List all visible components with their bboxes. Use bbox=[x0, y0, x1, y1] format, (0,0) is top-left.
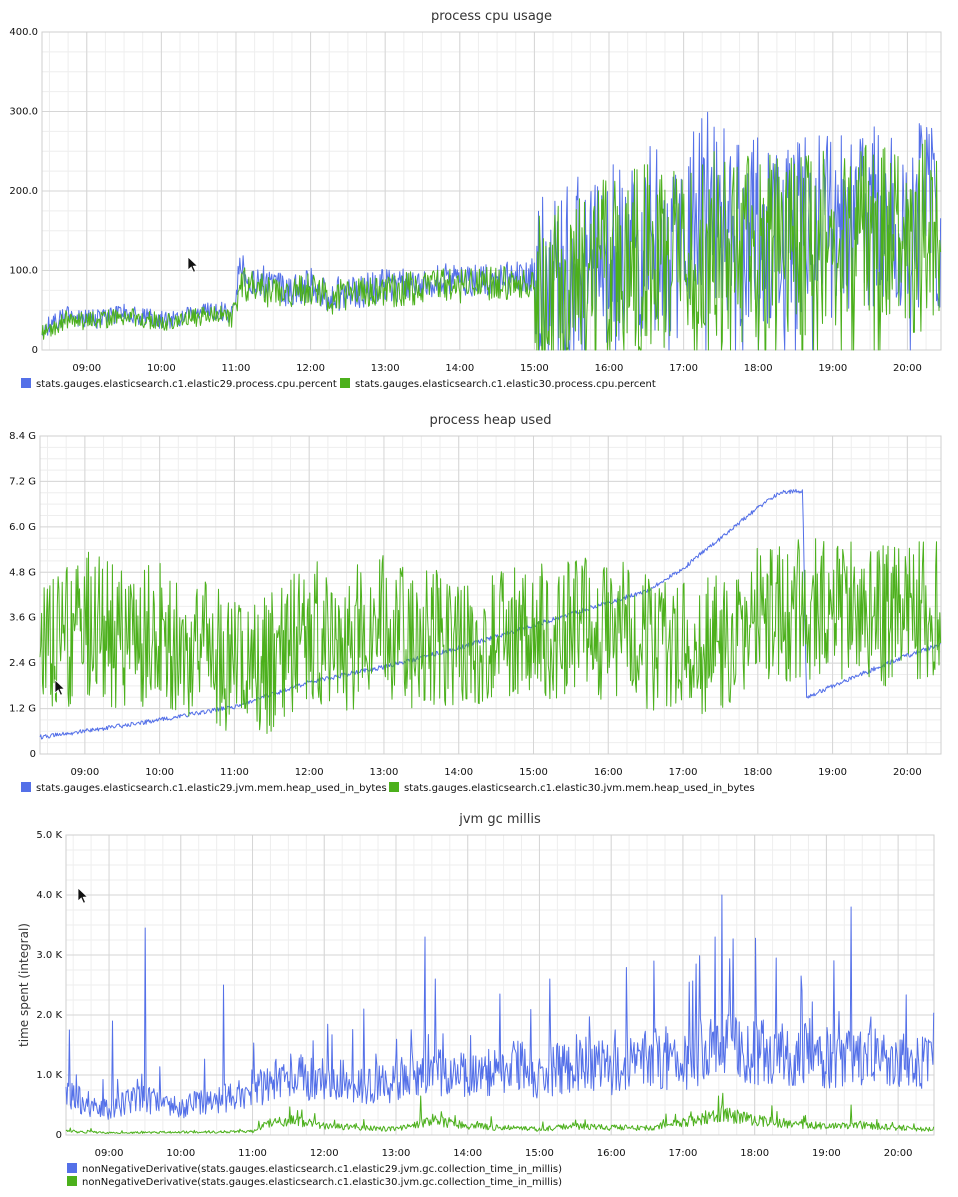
x-tick-label: 16:00 bbox=[594, 767, 623, 778]
series-line-2 bbox=[41, 139, 942, 351]
y-tick-label: 1.2 G bbox=[9, 704, 36, 715]
x-tick-label: 17:00 bbox=[669, 363, 698, 374]
x-tick-label: 11:00 bbox=[222, 363, 251, 374]
plot-frame bbox=[41, 31, 942, 351]
legend-item[interactable]: stats.gauges.elasticsearch.c1.elastic29.… bbox=[21, 378, 337, 390]
x-tick-label: 16:00 bbox=[595, 363, 624, 374]
x-tick-label: 18:00 bbox=[740, 1148, 769, 1159]
legend-item[interactable]: nonNegativeDerivative(stats.gauges.elast… bbox=[67, 1176, 562, 1188]
plot-frame bbox=[65, 834, 935, 1136]
x-tick-label: 15:00 bbox=[520, 363, 549, 374]
y-tick-label: 0 bbox=[32, 345, 38, 356]
x-tick-label: 18:00 bbox=[743, 767, 772, 778]
x-tick-label: 20:00 bbox=[893, 363, 922, 374]
x-tick-label: 16:00 bbox=[597, 1148, 626, 1159]
x-tick-label: 14:00 bbox=[445, 363, 474, 374]
x-tick-label: 13:00 bbox=[382, 1148, 411, 1159]
x-tick-label: 09:00 bbox=[70, 767, 99, 778]
y-tick-label: 1.0 K bbox=[36, 1070, 62, 1081]
legend-label: stats.gauges.elasticsearch.c1.elastic29.… bbox=[36, 783, 387, 794]
x-tick-label: 13:00 bbox=[370, 767, 399, 778]
x-tick-label: 10:00 bbox=[166, 1148, 195, 1159]
x-tick-label: 09:00 bbox=[95, 1148, 124, 1159]
chart-panel-2: process heap used 0 1.2 G 2.4 G 3.6 G 4.8 G 6.… bbox=[9, 413, 942, 794]
mouse-pointer-icon bbox=[54, 679, 66, 696]
y-tick-label: 300.0 bbox=[9, 107, 38, 118]
y-tick-label: 6.0 G bbox=[9, 522, 36, 533]
legend-swatch bbox=[21, 378, 31, 388]
plot-frame bbox=[39, 435, 942, 755]
mouse-pointer-icon bbox=[187, 256, 199, 273]
legend-swatch bbox=[67, 1176, 77, 1186]
x-tick-label: 20:00 bbox=[884, 1148, 913, 1159]
legend-item[interactable]: stats.gauges.elasticsearch.c1.elastic30.… bbox=[340, 378, 656, 390]
x-tick-label: 19:00 bbox=[818, 767, 847, 778]
series-line-1 bbox=[39, 488, 941, 740]
x-tick-label: 13:00 bbox=[371, 363, 400, 374]
y-tick-label: 3.6 G bbox=[9, 613, 36, 624]
legend-label: nonNegativeDerivative(stats.gauges.elast… bbox=[82, 1164, 562, 1175]
legend-label: stats.gauges.elasticsearch.c1.elastic30.… bbox=[355, 379, 656, 390]
x-tick-label: 11:00 bbox=[238, 1148, 267, 1159]
legend-item[interactable]: nonNegativeDerivative(stats.gauges.elast… bbox=[67, 1163, 562, 1175]
y-axis-label: time spent (integral) bbox=[17, 923, 31, 1047]
legend-item[interactable]: stats.gauges.elasticsearch.c1.elastic29.… bbox=[21, 782, 387, 794]
series-line-2 bbox=[65, 1092, 935, 1134]
x-tick-label: 17:00 bbox=[669, 767, 698, 778]
x-tick-label: 12:00 bbox=[295, 767, 324, 778]
x-tick-label: 15:00 bbox=[519, 767, 548, 778]
y-tick-label: 100.0 bbox=[9, 266, 38, 277]
chart-title: process heap used bbox=[430, 413, 552, 428]
x-tick-label: 11:00 bbox=[220, 767, 249, 778]
x-tick-label: 12:00 bbox=[310, 1148, 339, 1159]
y-tick-label: 4.8 G bbox=[9, 567, 36, 578]
legend-swatch bbox=[340, 378, 350, 388]
y-tick-label: 4.0 K bbox=[36, 890, 62, 901]
x-tick-label: 10:00 bbox=[147, 363, 176, 374]
x-tick-label: 14:00 bbox=[444, 767, 473, 778]
legend-item[interactable]: stats.gauges.elasticsearch.c1.elastic30.… bbox=[389, 782, 755, 794]
x-tick-label: 17:00 bbox=[669, 1148, 698, 1159]
series-line-1 bbox=[65, 894, 935, 1120]
y-tick-label: 7.2 G bbox=[9, 476, 36, 487]
y-tick-label: 0 bbox=[56, 1130, 62, 1141]
y-tick-label: 400.0 bbox=[9, 27, 38, 38]
legend-label: nonNegativeDerivative(stats.gauges.elast… bbox=[82, 1177, 562, 1188]
x-tick-label: 09:00 bbox=[72, 363, 101, 374]
series-line-2 bbox=[39, 538, 942, 734]
x-tick-label: 10:00 bbox=[145, 767, 174, 778]
y-tick-label: 8.4 G bbox=[9, 431, 36, 442]
legend-swatch bbox=[67, 1163, 77, 1173]
legend-label: stats.gauges.elasticsearch.c1.elastic30.… bbox=[404, 783, 755, 794]
x-tick-label: 19:00 bbox=[812, 1148, 841, 1159]
minor-grid bbox=[66, 835, 935, 1136]
x-tick-label: 12:00 bbox=[296, 363, 325, 374]
mouse-pointer-icon bbox=[77, 887, 89, 904]
legend-label: stats.gauges.elasticsearch.c1.elastic29.… bbox=[36, 379, 337, 390]
y-tick-label: 2.0 K bbox=[36, 1010, 62, 1021]
y-tick-label: 2.4 G bbox=[9, 658, 36, 669]
chart-title: jvm gc millis bbox=[458, 812, 541, 827]
x-tick-label: 15:00 bbox=[525, 1148, 554, 1159]
y-tick-label: 5.0 K bbox=[36, 830, 62, 841]
chart-panel-3: jvm gc millis 0 1.0 K 2.0 K 3.0 K 4.0 K 5.0 K 0… bbox=[17, 812, 935, 1188]
x-tick-label: 20:00 bbox=[893, 767, 922, 778]
x-tick-label: 18:00 bbox=[744, 363, 773, 374]
chart-panel-1: process cpu usage 0 100.0 200.0 300.0 400.0 09… bbox=[9, 9, 942, 390]
y-tick-label: 200.0 bbox=[9, 186, 38, 197]
y-tick-label: 3.0 K bbox=[36, 950, 62, 961]
x-tick-label: 14:00 bbox=[453, 1148, 482, 1159]
y-tick-label: 0 bbox=[30, 749, 36, 760]
chart-title: process cpu usage bbox=[431, 9, 552, 24]
legend-swatch bbox=[389, 782, 399, 792]
x-tick-label: 19:00 bbox=[818, 363, 847, 374]
legend-swatch bbox=[21, 782, 31, 792]
